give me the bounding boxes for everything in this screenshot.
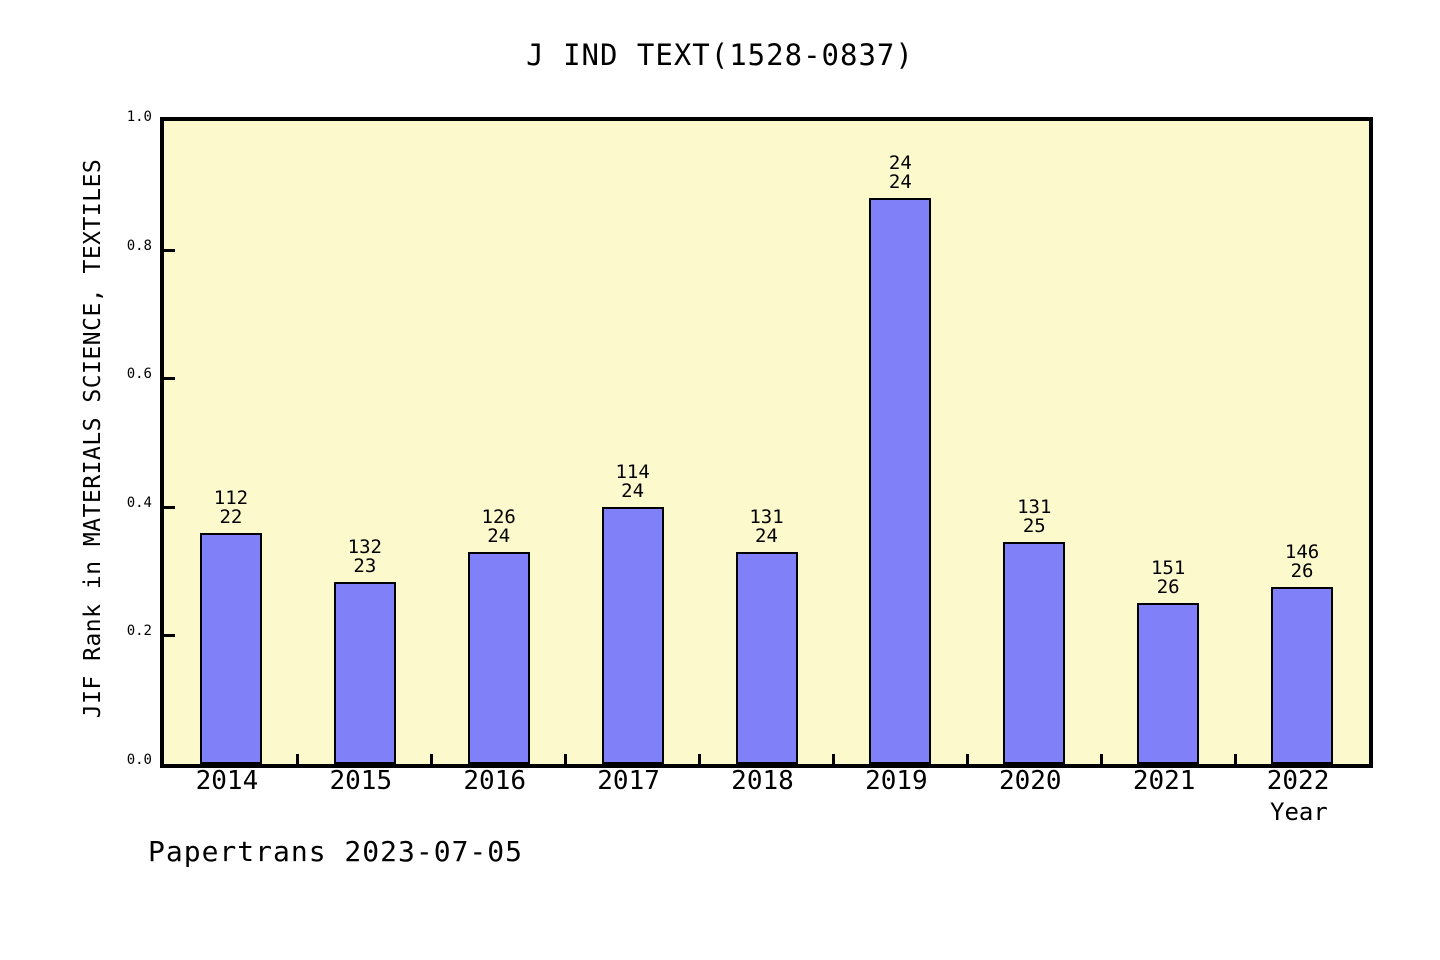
bar[interactable]	[1003, 542, 1066, 764]
bar-rank-value: 146	[1284, 541, 1320, 564]
bar[interactable]	[869, 198, 932, 764]
x-axis-tick-label: 2022	[1266, 766, 1330, 796]
bar-value-label: 112 22	[171, 486, 291, 528]
x-axis-tick-label: 2018	[731, 766, 794, 796]
bar-total-value: 24	[487, 524, 511, 547]
plot-inner: 112 22 132 23 126 24 114 24 131 24 24 24 131 25 151 26 1…	[164, 121, 1369, 764]
bar-total-value: 25	[1022, 515, 1046, 538]
y-axis-title: JIF Rank in MATERIALS SCIENCE, TEXTILES	[80, 158, 106, 719]
bar-value-label: 114 24	[573, 460, 693, 502]
bar-total-value: 24	[888, 171, 912, 194]
y-axis-tick-label: 0.2	[126, 623, 152, 640]
x-axis-tick-label: 2017	[597, 766, 660, 796]
bar-value-label: 131 24	[707, 505, 827, 547]
y-axis-tick-label: 0.8	[126, 237, 152, 254]
bar[interactable]	[735, 551, 798, 764]
y-axis-tick-mark	[164, 248, 175, 252]
bar-total-value: 24	[755, 524, 778, 547]
x-axis-tick-label: 2014	[195, 766, 259, 796]
x-axis-tick-label: 2016	[463, 766, 527, 796]
y-axis-tick-label: 0.6	[126, 366, 152, 383]
bar-rank-value: 131	[1017, 496, 1052, 519]
bar-total-value: 22	[219, 505, 243, 528]
x-axis-tick-mark	[831, 754, 835, 764]
bar[interactable]	[333, 582, 396, 764]
y-axis-tick-label: 0.0	[126, 752, 152, 768]
bar-rank-value: 131	[749, 505, 784, 528]
x-axis-tick-mark	[1233, 754, 1237, 764]
bar[interactable]	[1137, 603, 1200, 764]
bar-value-label: 151 26	[1108, 559, 1228, 597]
x-axis-tick-mark	[564, 754, 568, 764]
bar-total-value: 26	[1156, 576, 1180, 599]
x-axis-tick-mark	[296, 754, 300, 764]
x-axis-tick-label: 2019	[865, 766, 928, 796]
x-axis-tick-label: 2020	[998, 766, 1062, 796]
y-axis-tick-mark	[164, 634, 175, 638]
y-axis-tick-mark	[164, 377, 175, 381]
bar-value-label: 24 24	[840, 154, 960, 192]
footer-note: Papertrans 2023-07-05	[148, 835, 524, 868]
y-axis-tick-label: 1.0	[126, 109, 152, 125]
bar-rank-value: 114	[615, 460, 650, 483]
plot-area: 112 22 132 23 126 24 114 24 131 24 24 24 131 25 151 26 1…	[160, 117, 1373, 768]
y-axis-tick-mark	[164, 505, 175, 509]
bar-total-value: 23	[353, 555, 377, 578]
bar[interactable]	[601, 506, 664, 764]
bar-rank-value: 151	[1150, 557, 1186, 580]
x-axis-title: Year	[1270, 798, 1328, 826]
bar-total-value: 24	[621, 479, 645, 502]
chart-title: J IND TEXT(1528-0837)	[526, 38, 914, 72]
bar-rank-value: 112	[213, 486, 249, 509]
bar[interactable]	[199, 532, 262, 764]
bar-total-value: 26	[1290, 560, 1314, 583]
bar-value-label: 131 25	[974, 498, 1094, 536]
bar-value-label: 146 26	[1242, 543, 1362, 581]
bar-rank-value: 24	[888, 152, 912, 175]
bar-rank-value: 126	[481, 505, 516, 528]
x-axis-tick-mark	[698, 754, 702, 764]
bar[interactable]	[1271, 587, 1334, 764]
x-axis-tick-label: 2015	[329, 766, 393, 796]
x-axis-tick-mark	[430, 754, 434, 764]
bar-rank-value: 132	[347, 536, 382, 559]
bar-value-label: 126 24	[439, 505, 559, 547]
bar[interactable]	[467, 551, 530, 764]
y-axis-tick-label: 0.4	[126, 494, 152, 511]
x-axis-tick-label: 2021	[1132, 766, 1196, 796]
bar-value-label: 132 23	[305, 538, 425, 576]
x-axis-tick-mark	[1099, 754, 1103, 764]
x-axis-tick-mark	[965, 754, 969, 764]
